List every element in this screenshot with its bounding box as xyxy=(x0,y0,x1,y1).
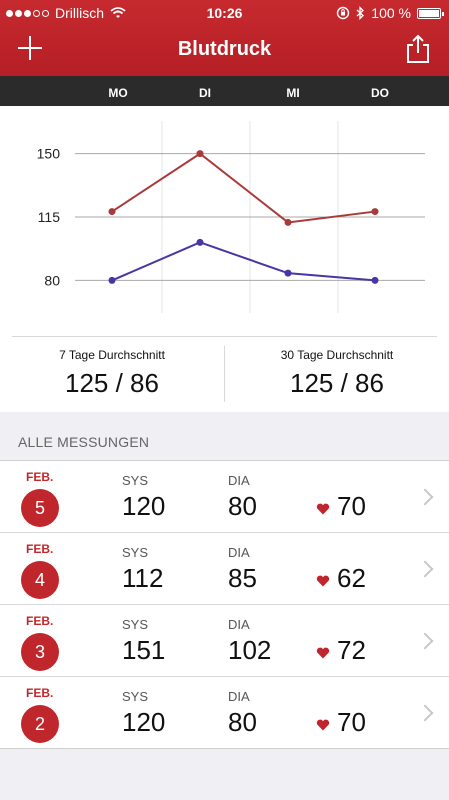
heart-icon xyxy=(316,575,330,587)
wifi-icon xyxy=(110,7,126,18)
day-badge: 2 xyxy=(21,705,59,743)
stat-value: 125 / 86 xyxy=(290,368,384,398)
data-point xyxy=(284,269,292,277)
dia-value: 80 xyxy=(228,491,257,521)
data-point xyxy=(196,150,204,158)
data-point xyxy=(284,218,292,226)
sys-label: SYS xyxy=(122,473,149,488)
y-tick-label: 150 xyxy=(37,146,61,162)
list-item[interactable]: FEB. 3 SYS 151 DIA 102 72 xyxy=(0,605,449,677)
pulse-value: 70 xyxy=(337,491,366,521)
sys-label: SYS xyxy=(122,689,149,704)
heart-icon xyxy=(316,719,330,731)
data-point xyxy=(196,238,204,246)
dia-label: DIA xyxy=(228,473,250,488)
dia-value: 85 xyxy=(228,563,257,593)
status-time: 10:26 xyxy=(206,5,243,21)
data-point xyxy=(371,208,379,216)
sys-label: SYS xyxy=(122,617,149,632)
data-point xyxy=(108,276,116,284)
list-item[interactable]: FEB. 4 SYS 112 DIA 85 62 xyxy=(0,533,449,605)
measurement-list: FEB. 5 SYS 120 DIA 80 70 FEB. 4 SYS 112 … xyxy=(0,460,449,749)
day-label: DI xyxy=(199,86,211,100)
y-tick-label: 80 xyxy=(44,272,60,288)
month-label: FEB. xyxy=(26,614,54,628)
day-label: MO xyxy=(108,86,128,100)
dia-label: DIA xyxy=(228,545,250,560)
y-tick-label: 115 xyxy=(38,209,61,225)
chevron-right-icon xyxy=(416,632,434,650)
dia-value: 80 xyxy=(228,707,257,737)
heart-icon xyxy=(316,647,330,659)
chevron-right-icon xyxy=(416,488,434,506)
app-header: Drillisch 10:26 100 % Blutdruck xyxy=(0,0,449,76)
month-label: FEB. xyxy=(26,542,54,556)
page-title: Blutdruck xyxy=(177,38,272,60)
signal-icon xyxy=(6,9,49,17)
plus-icon[interactable] xyxy=(18,36,42,60)
share-icon[interactable] xyxy=(405,34,431,64)
sys-value: 120 xyxy=(122,491,166,521)
bluetooth-icon xyxy=(356,6,365,20)
sys-label: SYS xyxy=(122,545,149,560)
carrier-name: Drillisch xyxy=(55,5,104,21)
dia-value: 102 xyxy=(228,635,272,665)
stat-value: 125 / 86 xyxy=(65,368,159,398)
day-bar: MO DI MI DO xyxy=(0,76,449,106)
month-label: FEB. xyxy=(26,470,54,484)
chart-panel: 150 115 80 xyxy=(0,106,449,336)
battery-icon xyxy=(417,7,444,19)
heart-icon xyxy=(316,503,330,515)
divider xyxy=(12,336,437,337)
stat-label: 7 Tage Durchschnitt xyxy=(59,348,165,362)
stat-label: 30 Tage Durchschnitt xyxy=(280,348,394,362)
pulse-value: 72 xyxy=(337,635,366,665)
battery-percent: 100 % xyxy=(371,5,411,21)
chevron-right-icon xyxy=(416,560,434,578)
pulse-value: 62 xyxy=(337,563,366,593)
seven-day-average: 7 Tage Durchschnitt 125 / 86 xyxy=(0,348,224,399)
section-header: ALLE MESSUNGEN xyxy=(18,434,150,450)
day-badge: 4 xyxy=(21,561,59,599)
data-point xyxy=(371,276,379,284)
divider xyxy=(224,346,225,402)
data-point xyxy=(108,208,116,216)
day-label: DO xyxy=(371,86,389,100)
chevron-right-icon xyxy=(416,704,434,722)
dia-label: DIA xyxy=(228,689,250,704)
series-line-1 xyxy=(111,241,376,282)
status-left: Drillisch xyxy=(6,5,126,21)
dia-label: DIA xyxy=(228,617,250,632)
day-badge: 3 xyxy=(21,633,59,671)
sys-value: 120 xyxy=(122,707,166,737)
orientation-lock-icon xyxy=(337,6,350,20)
status-right: 100 % xyxy=(336,5,444,21)
list-item[interactable]: FEB. 5 SYS 120 DIA 80 70 xyxy=(0,461,449,533)
series-line-0 xyxy=(111,152,376,224)
pulse-value: 70 xyxy=(337,707,366,737)
list-item[interactable]: FEB. 2 SYS 120 DIA 80 70 xyxy=(0,677,449,748)
sys-value: 112 xyxy=(122,563,164,593)
day-label: MI xyxy=(286,86,300,100)
sys-value: 151 xyxy=(122,635,166,665)
thirty-day-average: 30 Tage Durchschnitt 125 / 86 xyxy=(225,348,449,399)
day-badge: 5 xyxy=(21,489,59,527)
month-label: FEB. xyxy=(26,686,54,700)
status-bar: Drillisch 10:26 100 % xyxy=(0,0,449,26)
blood-pressure-chart: 150 115 80 xyxy=(37,121,425,313)
averages-panel: 7 Tage Durchschnitt 125 / 86 30 Tage Dur… xyxy=(0,336,449,412)
